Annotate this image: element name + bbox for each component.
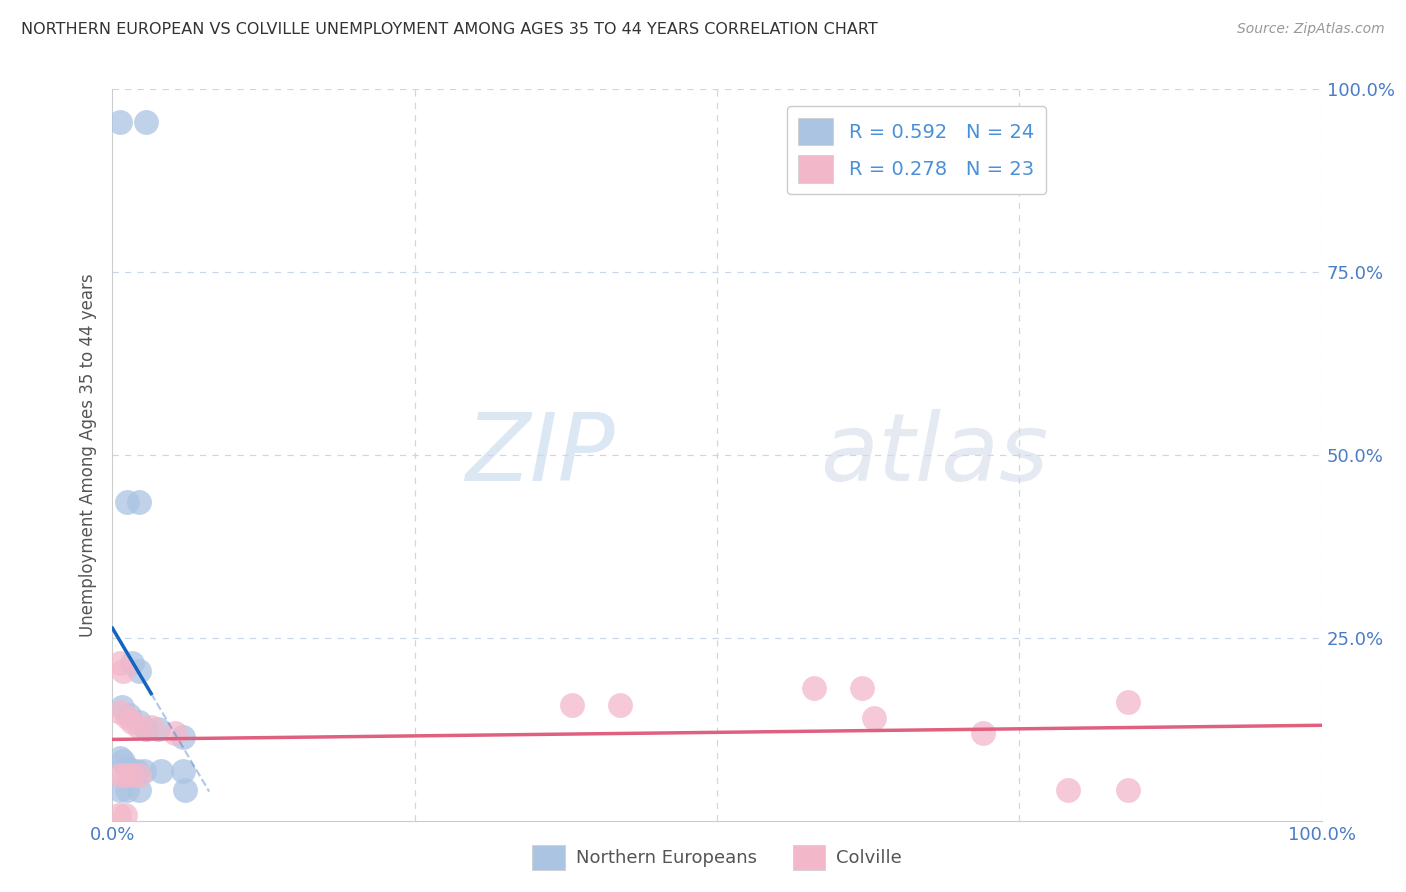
Point: [108, 706, 131, 720]
Point: [1116, 695, 1139, 709]
Text: Source: ZipAtlas.com: Source: ZipAtlas.com: [1237, 22, 1385, 37]
Point: [125, 764, 148, 778]
Point: [115, 761, 138, 775]
Point: [115, 495, 138, 509]
Point: [111, 700, 134, 714]
Point: [121, 768, 143, 782]
Point: [114, 807, 136, 822]
Point: [132, 764, 155, 778]
Point: [114, 768, 136, 782]
Point: [1116, 783, 1139, 797]
Point: [115, 783, 138, 797]
Legend: Northern Europeans, Colville: Northern Europeans, Colville: [524, 838, 910, 878]
Y-axis label: Unemployment Among Ages 35 to 44 years: Unemployment Among Ages 35 to 44 years: [79, 273, 97, 637]
Point: [108, 751, 131, 765]
Point: [174, 783, 197, 797]
Point: [609, 698, 631, 712]
Point: [172, 764, 194, 778]
Point: [172, 730, 194, 744]
Point: [135, 723, 157, 737]
Point: [112, 664, 135, 678]
Point: [803, 681, 825, 695]
Point: [128, 768, 150, 782]
Point: [141, 720, 163, 734]
Point: [108, 115, 131, 129]
Point: [108, 768, 131, 782]
Point: [851, 681, 873, 695]
Point: [128, 495, 150, 509]
Point: [128, 714, 150, 729]
Text: atlas: atlas: [820, 409, 1047, 500]
Point: [128, 720, 150, 734]
Point: [149, 764, 172, 778]
Point: [128, 664, 150, 678]
Point: [115, 710, 138, 724]
Point: [108, 657, 131, 671]
Point: [118, 707, 141, 722]
Text: NORTHERN EUROPEAN VS COLVILLE UNEMPLOYMENT AMONG AGES 35 TO 44 YEARS CORRELATION: NORTHERN EUROPEAN VS COLVILLE UNEMPLOYME…: [21, 22, 877, 37]
Point: [165, 726, 187, 740]
Point: [108, 783, 131, 797]
Point: [112, 754, 135, 768]
Point: [561, 698, 583, 712]
Point: [972, 726, 994, 740]
Point: [107, 807, 129, 822]
Point: [121, 657, 143, 671]
Point: [128, 783, 150, 797]
Point: [121, 714, 143, 729]
Point: [148, 723, 170, 737]
Point: [863, 711, 886, 725]
Text: ZIP: ZIP: [464, 409, 614, 500]
Point: [121, 764, 143, 778]
Point: [1056, 783, 1078, 797]
Point: [135, 115, 157, 129]
